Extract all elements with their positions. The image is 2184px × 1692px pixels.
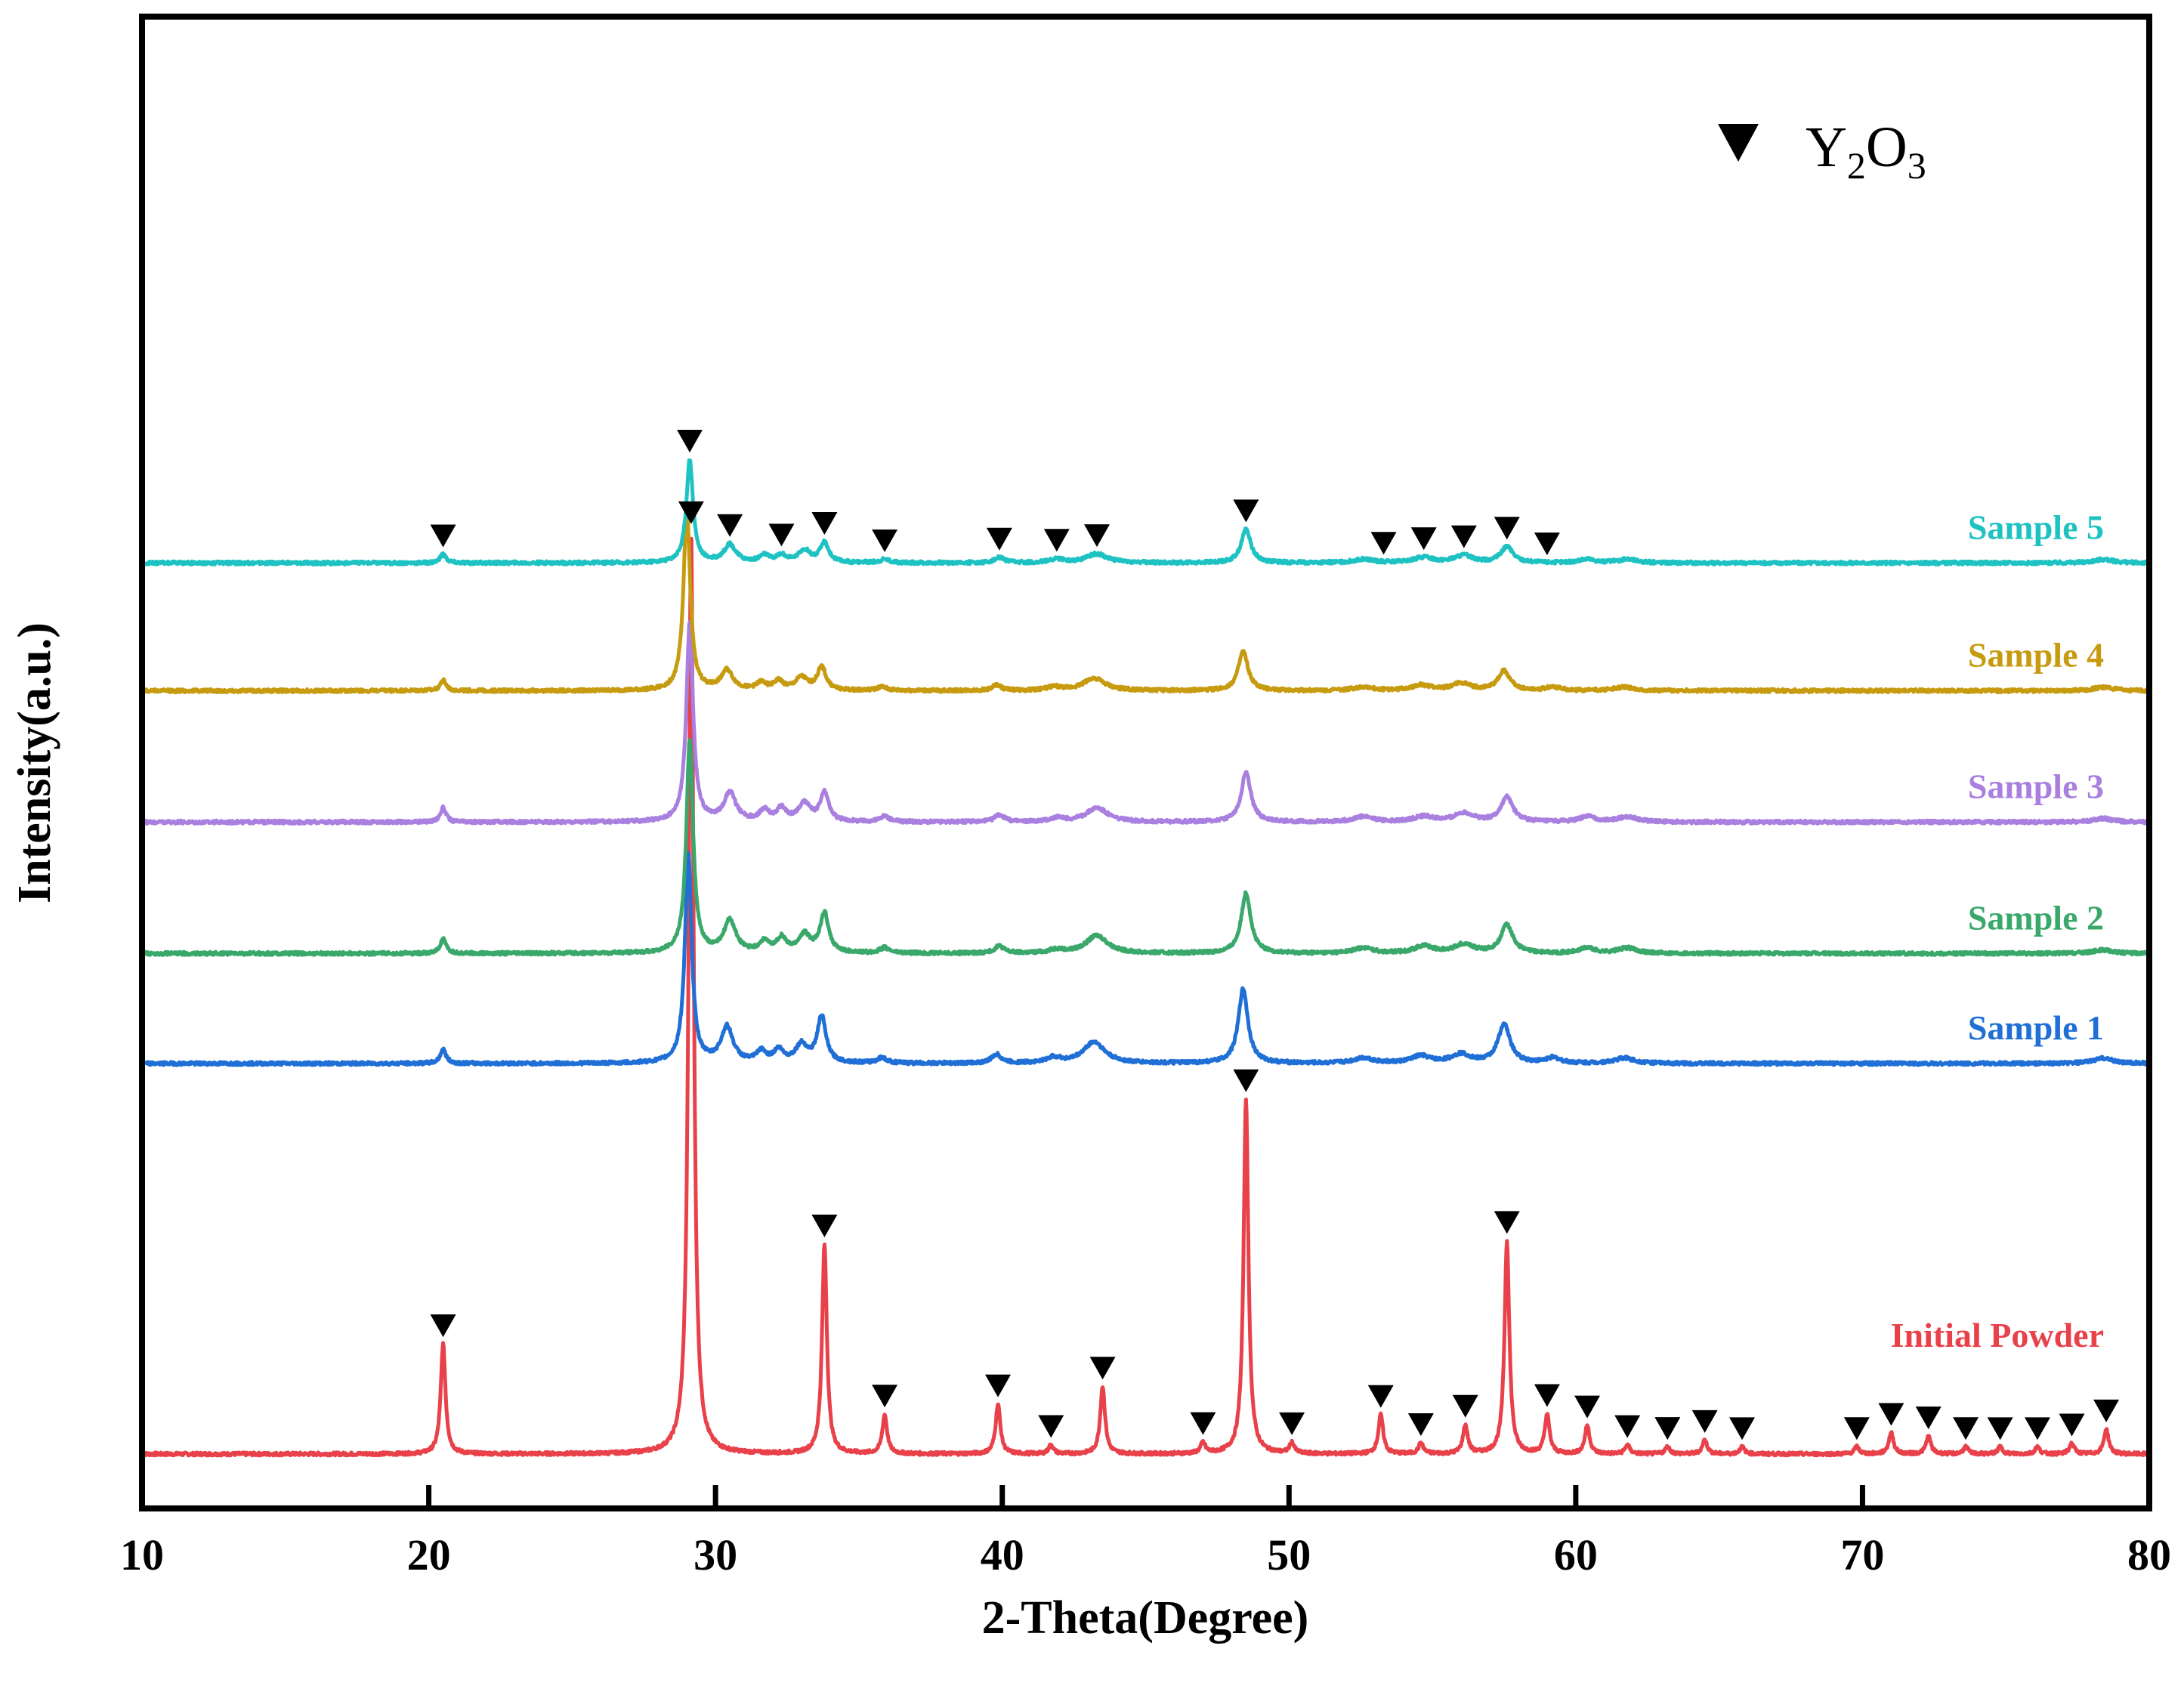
peak-marker — [1233, 1069, 1259, 1092]
peak-marker — [1043, 529, 1070, 552]
peak-marker — [768, 523, 795, 547]
legend-label-o: O — [1866, 116, 1908, 179]
peak-marker — [1083, 524, 1110, 548]
peak-marker — [872, 530, 898, 553]
x-tick-label: 10 — [120, 1530, 164, 1579]
peak-marker — [1494, 517, 1520, 540]
series-line-5 — [140, 458, 2152, 567]
peak-marker — [1367, 1385, 1394, 1408]
peak-marker — [1953, 1417, 1979, 1440]
series-line-1 — [141, 851, 2151, 1067]
x-tick-label: 20 — [407, 1530, 451, 1579]
plot-frame — [139, 14, 2152, 1511]
series-line-2 — [140, 737, 2152, 957]
series-line-0 — [141, 536, 2151, 1458]
x-axis-title: 2-Theta(Degree) — [982, 1592, 1309, 1644]
series-label-5: Sample 5 — [1968, 508, 2104, 546]
peak-marker — [1534, 1384, 1560, 1407]
x-tick-label: 60 — [1554, 1530, 1598, 1579]
legend-label-sub1: 2 — [1847, 144, 1866, 187]
peak-marker — [678, 501, 704, 524]
peak-marker — [1233, 499, 1259, 523]
peak-marker — [1729, 1417, 1756, 1440]
x-tick-label: 40 — [981, 1530, 1024, 1579]
peak-marker — [1450, 525, 1477, 548]
peak-marker — [1407, 1413, 1434, 1436]
peak-marker — [986, 527, 1012, 551]
peak-marker — [2059, 1413, 2085, 1437]
legend-label-sub2: 3 — [1908, 144, 1926, 187]
peak-marker — [676, 430, 703, 453]
peak-marker — [1654, 1417, 1681, 1440]
peak-marker — [1691, 1409, 1718, 1433]
peak-marker — [2093, 1399, 2120, 1422]
legend-label-y: Y — [1806, 116, 1847, 179]
peak-marker — [1534, 533, 1560, 556]
series-label-layer: Initial Powder Sample 1 Sample 2 Sample 3 Sa… — [1891, 508, 2104, 1354]
peak-marker — [985, 1374, 1012, 1397]
series-label-0: Initial Powder — [1891, 1316, 2104, 1354]
peak-marker — [1987, 1417, 2013, 1440]
peak-marker — [1574, 1395, 1601, 1419]
peak-marker — [1370, 532, 1397, 555]
peak-marker — [811, 1214, 838, 1237]
peak-marker — [1038, 1415, 1064, 1438]
peak-marker — [1878, 1403, 1904, 1426]
x-axis-ticks: 10 20 30 40 50 60 70 80 — [120, 1485, 2171, 1579]
series-label-1: Sample 1 — [1968, 1008, 2104, 1047]
peak-marker — [1410, 527, 1437, 551]
x-tick-label: 30 — [694, 1530, 737, 1579]
legend: Y2O3 — [1718, 116, 1926, 187]
x-tick-label: 80 — [2127, 1530, 2171, 1579]
peak-marker — [1279, 1412, 1305, 1435]
peak-marker — [1190, 1412, 1216, 1435]
peak-marker — [430, 1314, 456, 1338]
peak-marker — [430, 524, 456, 548]
legend-triangle-marker — [1718, 124, 1759, 162]
series-line-4 — [140, 507, 2152, 695]
y-axis-title: Intensity(a.u.) — [9, 622, 60, 903]
x-tick-label: 50 — [1267, 1530, 1311, 1579]
series-label-4: Sample 4 — [1968, 636, 2104, 675]
peak-marker — [1089, 1357, 1116, 1380]
series-label-3: Sample 3 — [1968, 767, 2104, 805]
series-line-3 — [140, 620, 2152, 826]
series-layer — [140, 458, 2152, 1458]
x-tick-label: 70 — [1840, 1530, 1884, 1579]
series-label-2: Sample 2 — [1968, 898, 2104, 937]
legend-label: Y2O3 — [1806, 116, 1926, 187]
peak-marker — [2024, 1417, 2050, 1440]
peak-marker — [872, 1385, 898, 1408]
peak-marker — [1915, 1406, 1942, 1430]
peak-marker — [1843, 1417, 1870, 1440]
peak-marker — [811, 511, 838, 535]
peak-marker — [717, 514, 743, 537]
peak-marker-layer — [430, 430, 2120, 1440]
peak-marker — [1494, 1211, 1520, 1234]
peak-marker — [1452, 1394, 1478, 1418]
peak-marker — [1614, 1415, 1641, 1438]
